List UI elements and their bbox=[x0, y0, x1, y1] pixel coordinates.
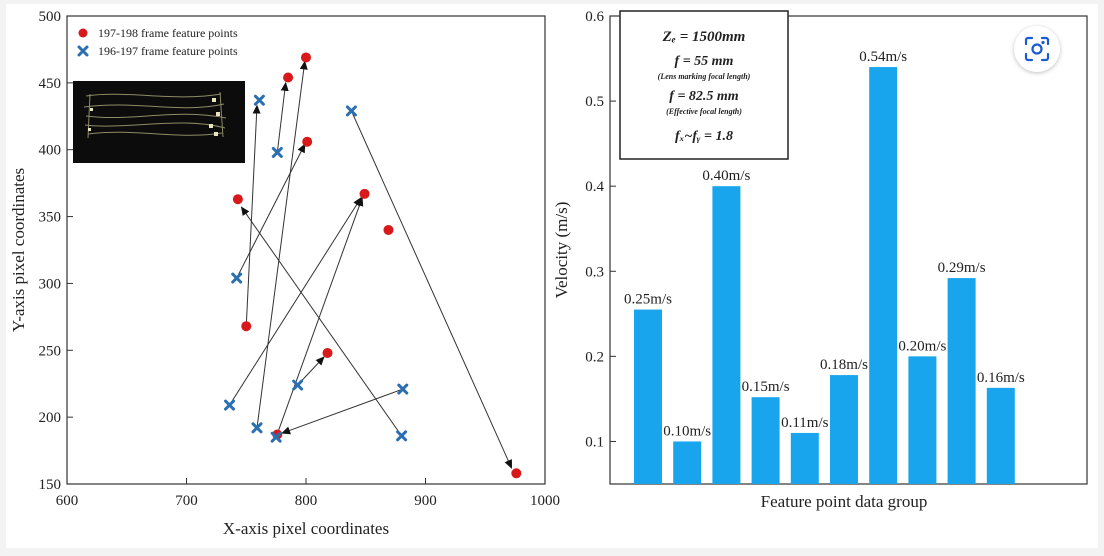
scatter-x-tick-label: 900 bbox=[414, 493, 437, 509]
red-feature-point bbox=[383, 224, 394, 235]
blue-feature-point bbox=[396, 430, 408, 442]
velocity-bar-label: 0.10m/s bbox=[663, 423, 711, 439]
velocity-bar-label: 0.25m/s bbox=[624, 292, 672, 308]
scatter-y-tick-label: 350 bbox=[39, 210, 62, 226]
lens-scan-button[interactable] bbox=[1014, 26, 1060, 72]
motion-arrow bbox=[275, 196, 364, 438]
motion-arrow bbox=[236, 143, 306, 279]
motion-arrow bbox=[256, 60, 308, 428]
blue-feature-point bbox=[345, 105, 357, 117]
motion-arrow bbox=[281, 388, 403, 435]
bar-y-tick-label: 0.6 bbox=[585, 9, 604, 25]
info-lens-note: (Lens marking focal length) bbox=[658, 72, 751, 81]
scatter-y-tick-label: 500 bbox=[39, 9, 62, 25]
scatter-y-axis-title: Y-axis pixel coordinates bbox=[9, 168, 28, 332]
motion-arrow bbox=[229, 197, 362, 406]
velocity-bar bbox=[712, 186, 741, 484]
red-feature-point bbox=[359, 188, 370, 199]
velocity-bar bbox=[986, 387, 1015, 484]
red-feature-point bbox=[302, 136, 313, 147]
red-feature-point bbox=[322, 347, 333, 358]
bar-y-axis-title: Velocity (m/s) bbox=[552, 202, 571, 299]
motion-arrow bbox=[350, 110, 512, 469]
blue-feature-point bbox=[397, 383, 409, 395]
legend-label-red: 197-198 frame feature points bbox=[98, 26, 238, 40]
bar-x-axis-title: Feature point data group bbox=[761, 492, 928, 511]
scatter-x-tick-label: 700 bbox=[175, 493, 198, 509]
scatter-y-tick-label: 200 bbox=[39, 410, 62, 426]
inset-photo bbox=[73, 81, 245, 163]
bar-y-tick-label: 0.2 bbox=[585, 349, 604, 365]
scatter-y-tick-label: 250 bbox=[39, 343, 62, 359]
velocity-bar bbox=[830, 375, 858, 484]
red-feature-point bbox=[241, 321, 252, 332]
velocity-bar-label: 0.11m/s bbox=[781, 415, 829, 431]
scatter-x-tick-label: 600 bbox=[56, 493, 79, 509]
motion-arrow bbox=[276, 81, 289, 153]
info-effective-note: (Effective focal length) bbox=[666, 107, 742, 116]
info-box: Zₑ = 1500mm f = 55 mm (Lens marking foca… bbox=[619, 10, 789, 160]
legend-blue-marker bbox=[77, 45, 89, 57]
scatter-legend: 197-198 frame feature points 196-197 fra… bbox=[77, 26, 238, 58]
scatter-y-tick-label: 400 bbox=[39, 143, 62, 159]
blue-feature-point bbox=[253, 94, 265, 106]
figure-svg: 600 700 800 900 1000 150 200 250 300 350 400 450 500… bbox=[9, 9, 1088, 538]
red-feature-point bbox=[301, 52, 311, 63]
scatter-x-tick-label: 1000 bbox=[530, 493, 560, 509]
blue-feature-point bbox=[231, 272, 243, 284]
velocity-bar bbox=[634, 309, 662, 484]
velocity-bar bbox=[751, 397, 780, 484]
lens-scan-icon bbox=[1024, 36, 1050, 62]
velocity-bar bbox=[869, 67, 898, 484]
bar-y-tick-label: 0.5 bbox=[585, 94, 604, 110]
red-feature-point bbox=[511, 468, 522, 479]
velocity-bar-label: 0.54m/s bbox=[859, 49, 907, 65]
scatter-x-tick-label: 800 bbox=[295, 493, 318, 509]
scatter-y-tick-label: 300 bbox=[39, 276, 62, 292]
figure-canvas: 600 700 800 900 1000 150 200 250 300 350 400 450 500… bbox=[6, 4, 1098, 548]
legend-label-blue: 196-197 frame feature points bbox=[98, 44, 238, 58]
info-lens-focal: f = 55 mm bbox=[675, 54, 734, 69]
velocity-bar-label: 0.15m/s bbox=[742, 379, 790, 395]
velocity-bar bbox=[790, 432, 819, 484]
motion-arrow bbox=[240, 206, 403, 437]
velocity-bar-label: 0.20m/s bbox=[898, 338, 946, 354]
blue-feature-point bbox=[270, 431, 282, 443]
info-effective-focal: f = 82.5 mm bbox=[669, 89, 739, 104]
scatter-y-tick-label: 150 bbox=[39, 477, 62, 493]
motion-arrow bbox=[245, 104, 261, 327]
velocity-bar bbox=[908, 356, 937, 484]
info-z-distance: Zₑ = 1500mm bbox=[662, 29, 746, 45]
scatter-x-axis-title: X-axis pixel coordinates bbox=[223, 519, 389, 538]
velocity-bar-label: 0.16m/s bbox=[977, 370, 1025, 386]
velocity-bar-label: 0.40m/s bbox=[702, 168, 750, 184]
velocity-bar-label: 0.18m/s bbox=[820, 357, 868, 373]
bar-y-tick-label: 0.3 bbox=[585, 264, 604, 280]
legend-red-marker bbox=[78, 28, 88, 38]
blue-feature-point bbox=[271, 146, 283, 158]
scatter-y-tick-label: 450 bbox=[39, 76, 62, 92]
bar-y-tick-label: 0.1 bbox=[585, 434, 604, 450]
red-feature-point bbox=[232, 194, 243, 205]
velocity-bar bbox=[947, 278, 976, 484]
bar-y-tick-label: 0.4 bbox=[585, 179, 604, 195]
blue-feature-point bbox=[292, 379, 304, 391]
blue-feature-point bbox=[224, 399, 236, 411]
velocity-bar bbox=[673, 441, 702, 484]
red-feature-point bbox=[283, 72, 294, 83]
info-ratio: fₓ~fᵧ = 1.8 bbox=[675, 129, 733, 144]
blue-feature-point bbox=[251, 422, 263, 434]
velocity-bar-label: 0.29m/s bbox=[938, 260, 986, 276]
